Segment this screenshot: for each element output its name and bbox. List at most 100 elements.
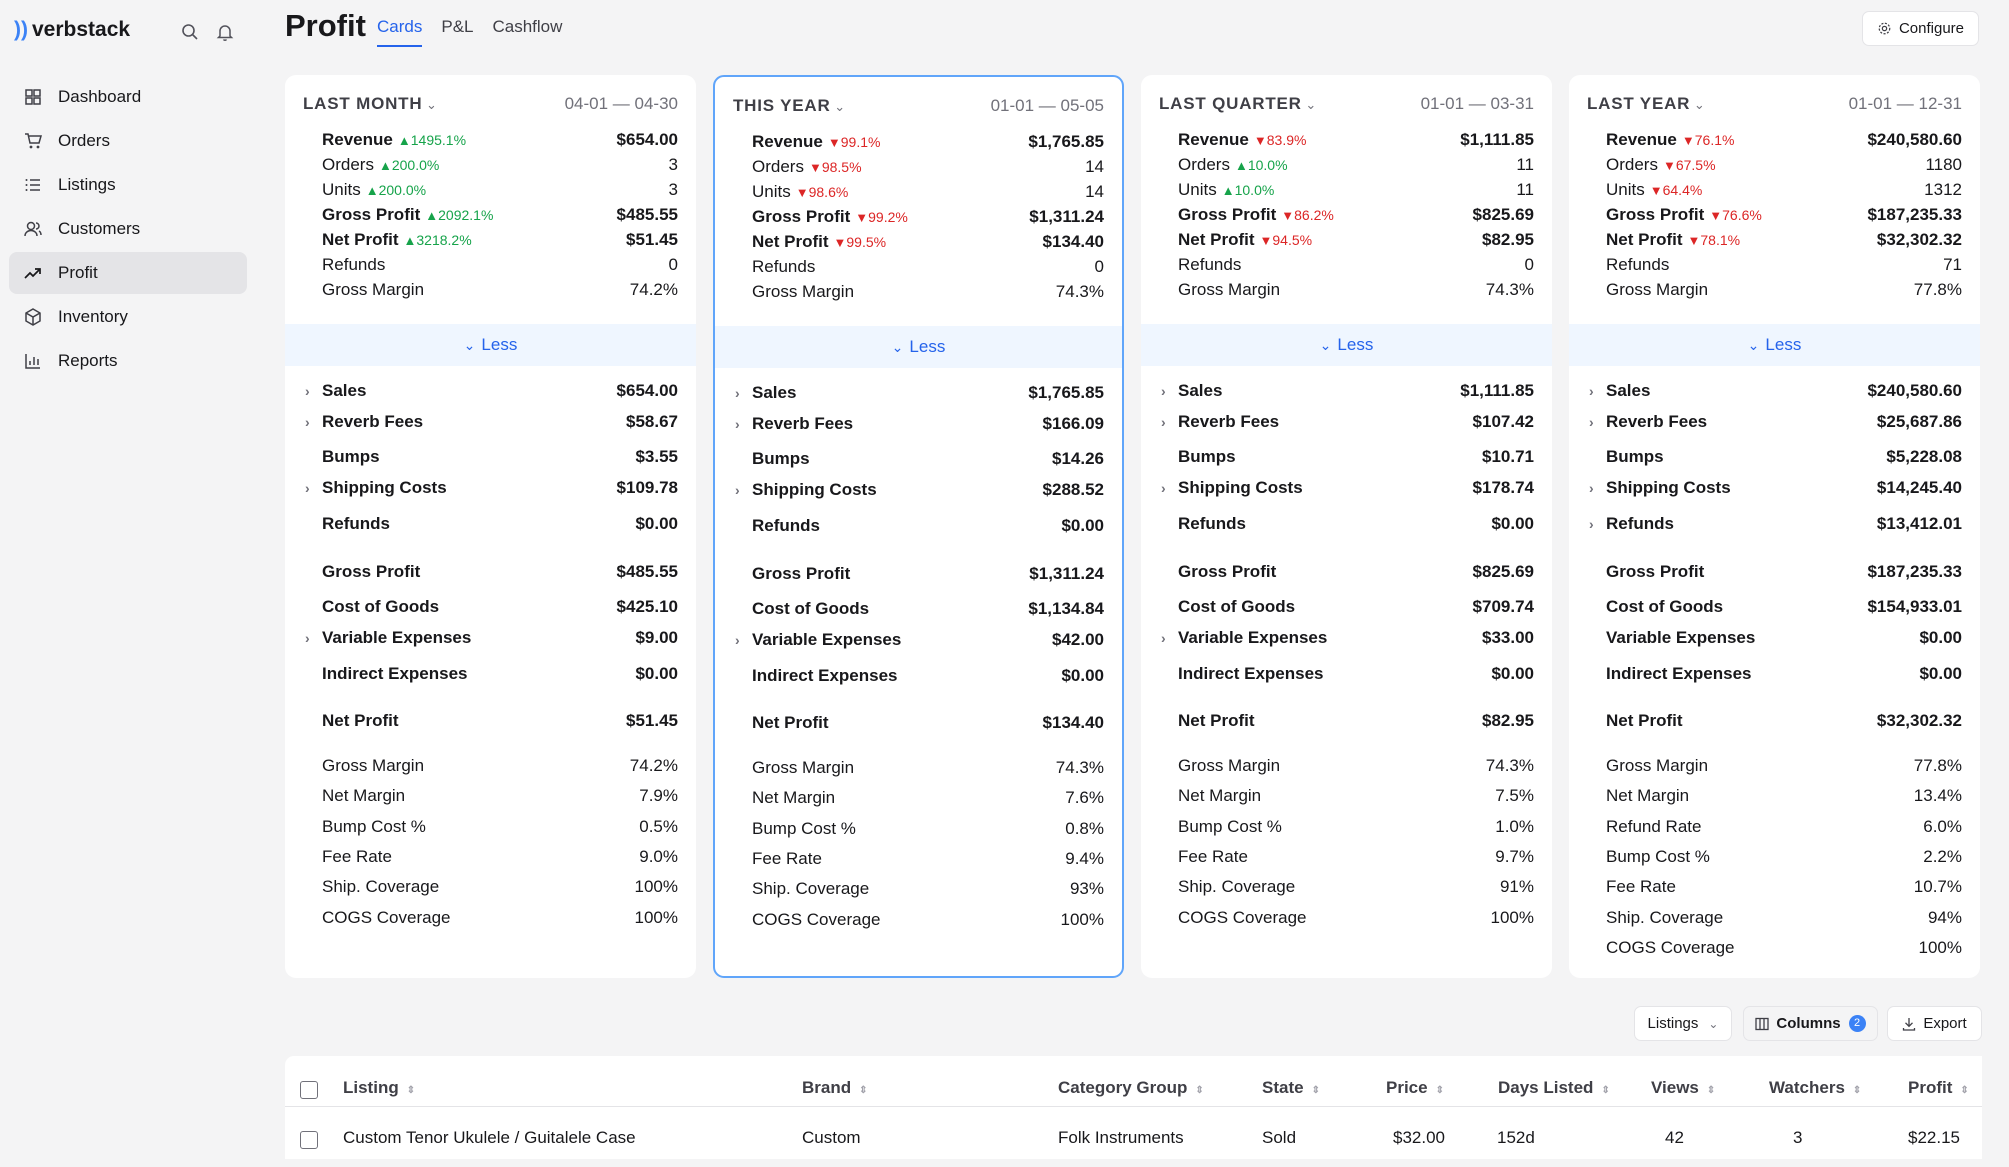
- export-button[interactable]: Export: [1887, 1006, 1982, 1041]
- period-dropdown[interactable]: LAST QUARTER: [1159, 94, 1302, 113]
- period-selector[interactable]: THIS YEAR ⌄: [733, 96, 845, 116]
- detail-row-sales[interactable]: › Sales $1,765.85: [735, 383, 1104, 403]
- period-card[interactable]: THIS YEAR ⌄ 01-01 — 05-05 Revenue ▼99.1% $1,…: [713, 75, 1124, 978]
- column-header-listing[interactable]: Listing ⇕: [343, 1078, 415, 1098]
- chevron-right-icon[interactable]: ›: [1589, 414, 1594, 430]
- column-header-profit[interactable]: Profit ⇕: [1908, 1078, 1969, 1098]
- detail-label-text: Gross Profit: [322, 562, 421, 581]
- sort-icon[interactable]: ⇕: [1601, 1085, 1610, 1096]
- period-selector[interactable]: LAST YEAR ⌄: [1587, 94, 1705, 114]
- sort-icon[interactable]: ⇕: [1195, 1085, 1204, 1096]
- detail-value: $107.42: [1472, 412, 1534, 431]
- sidebar-item-label: Orders: [58, 131, 110, 150]
- table-cell[interactable]: Custom Tenor Ukulele / Guitalele Case: [343, 1128, 636, 1147]
- column-label: Views: [1651, 1078, 1699, 1097]
- chevron-right-icon[interactable]: ›: [1161, 383, 1166, 399]
- metric-value: $51.45: [626, 230, 678, 249]
- column-header-days-listed[interactable]: Days Listed ⇕: [1498, 1078, 1610, 1098]
- chevron-right-icon[interactable]: ›: [1589, 480, 1594, 496]
- sort-icon[interactable]: ⇕: [1960, 1085, 1969, 1096]
- column-header-state[interactable]: State ⇕: [1262, 1078, 1320, 1098]
- metric-row-gross-margin: Gross Margin 74.2%: [322, 756, 678, 776]
- less-toggle[interactable]: ⌄ Less: [1569, 324, 1980, 366]
- period-selector[interactable]: LAST MONTH ⌄: [303, 94, 437, 114]
- chevron-right-icon[interactable]: ›: [305, 383, 310, 399]
- chevron-right-icon[interactable]: ›: [1161, 414, 1166, 430]
- ratio-value: 0.8%: [1065, 818, 1104, 838]
- chevron-right-icon[interactable]: ›: [1589, 516, 1594, 532]
- less-toggle[interactable]: ⌄ Less: [715, 326, 1122, 368]
- column-header-price[interactable]: Price ⇕: [1386, 1078, 1444, 1098]
- column-header-watchers[interactable]: Watchers ⇕: [1769, 1078, 1861, 1098]
- detail-label: › Reverb Fees: [1589, 412, 1707, 432]
- detail-row-shipping-costs[interactable]: › Shipping Costs $288.52: [735, 480, 1104, 500]
- chevron-right-icon[interactable]: ›: [305, 414, 310, 430]
- listings-dropdown[interactable]: Listings ⌄: [1634, 1006, 1732, 1041]
- sidebar-item-dashboard[interactable]: Dashboard: [9, 76, 247, 118]
- detail-row-variable-expenses[interactable]: › Variable Expenses $9.00: [305, 628, 678, 648]
- sidebar-item-inventory[interactable]: Inventory: [9, 296, 247, 338]
- chevron-right-icon[interactable]: ›: [735, 416, 740, 432]
- column-label: Brand: [802, 1078, 852, 1097]
- search-icon[interactable]: [180, 22, 200, 42]
- sidebar-item-profit[interactable]: Profit: [9, 252, 247, 294]
- period-dropdown[interactable]: THIS YEAR: [733, 96, 831, 115]
- period-card[interactable]: LAST YEAR ⌄ 01-01 — 12-31 Revenue ▼76.1% $24…: [1569, 75, 1980, 978]
- chevron-right-icon[interactable]: ›: [305, 630, 310, 646]
- sort-icon[interactable]: ⇕: [859, 1085, 868, 1096]
- detail-row-variable-expenses[interactable]: › Variable Expenses $42.00: [735, 630, 1104, 650]
- chevron-right-icon[interactable]: ›: [735, 482, 740, 498]
- detail-row-shipping-costs[interactable]: › Shipping Costs $14,245.40: [1589, 478, 1962, 498]
- period-selector[interactable]: LAST QUARTER ⌄: [1159, 94, 1316, 114]
- select-all-checkbox[interactable]: [300, 1081, 318, 1099]
- sidebar-item-listings[interactable]: Listings: [9, 164, 247, 206]
- sidebar-item-customers[interactable]: Customers: [9, 208, 247, 250]
- tab-cashflow[interactable]: Cashflow: [492, 17, 563, 36]
- detail-row-reverb-fees[interactable]: › Reverb Fees $166.09: [735, 414, 1104, 434]
- detail-row-shipping-costs[interactable]: › Shipping Costs $178.74: [1161, 478, 1534, 498]
- chevron-right-icon[interactable]: ›: [735, 385, 740, 401]
- columns-button[interactable]: Columns 2: [1743, 1006, 1878, 1041]
- chevron-right-icon[interactable]: ›: [1161, 480, 1166, 496]
- less-toggle[interactable]: ⌄ Less: [285, 324, 696, 366]
- detail-row-sales[interactable]: › Sales $654.00: [305, 381, 678, 401]
- detail-row-variable-expenses[interactable]: › Variable Expenses $33.00: [1161, 628, 1534, 648]
- column-header-views[interactable]: Views ⇕: [1651, 1078, 1715, 1098]
- period-dropdown[interactable]: LAST MONTH: [303, 94, 423, 113]
- chevron-right-icon[interactable]: ›: [1589, 383, 1594, 399]
- period-card[interactable]: LAST MONTH ⌄ 04-01 — 04-30 Revenue ▲1495.1%…: [285, 75, 696, 978]
- detail-row-indirect-expenses: Indirect Expenses $0.00: [1178, 664, 1534, 684]
- chevron-right-icon[interactable]: ›: [735, 632, 740, 648]
- sort-icon[interactable]: ⇕: [1435, 1085, 1444, 1096]
- sort-icon[interactable]: ⇕: [1311, 1085, 1320, 1096]
- detail-row-sales[interactable]: › Sales $240,580.60: [1589, 381, 1962, 401]
- column-header-category-group[interactable]: Category Group ⇕: [1058, 1078, 1204, 1098]
- sort-icon[interactable]: ⇕: [1706, 1085, 1716, 1096]
- detail-row-reverb-fees[interactable]: › Reverb Fees $58.67: [305, 412, 678, 432]
- period-dropdown[interactable]: LAST YEAR: [1587, 94, 1691, 113]
- row-checkbox[interactable]: [300, 1131, 318, 1149]
- configure-button[interactable]: Configure: [1861, 11, 1979, 46]
- tab-pnl[interactable]: P&L: [441, 17, 474, 36]
- period-card[interactable]: LAST QUARTER ⌄ 01-01 — 03-31 Revenue ▼83.9%…: [1141, 75, 1552, 978]
- bell-icon[interactable]: [215, 22, 235, 42]
- ratio-value: 100%: [1060, 909, 1104, 929]
- detail-row-sales[interactable]: › Sales $1,111.85: [1161, 381, 1534, 401]
- logo[interactable]: )) verbstack: [14, 18, 130, 42]
- detail-row-reverb-fees[interactable]: › Reverb Fees $25,687.86: [1589, 412, 1962, 432]
- sort-icon[interactable]: ⇕: [406, 1085, 416, 1096]
- detail-row-reverb-fees[interactable]: › Reverb Fees $107.42: [1161, 412, 1534, 432]
- sidebar-item-orders[interactable]: Orders: [9, 120, 247, 162]
- detail-label: › Sales: [1161, 381, 1222, 401]
- chevron-right-icon[interactable]: ›: [305, 480, 310, 496]
- detail-label: Refunds: [1178, 514, 1246, 534]
- less-label: Less: [1337, 335, 1374, 354]
- tab-cards[interactable]: Cards: [377, 17, 423, 47]
- detail-row-shipping-costs[interactable]: › Shipping Costs $109.78: [305, 478, 678, 498]
- sidebar-item-reports[interactable]: Reports: [9, 340, 247, 382]
- column-header-brand[interactable]: Brand ⇕: [802, 1078, 868, 1098]
- less-toggle[interactable]: ⌄ Less: [1141, 324, 1552, 366]
- sort-icon[interactable]: ⇕: [1852, 1085, 1862, 1096]
- detail-row-refunds[interactable]: › Refunds $13,412.01: [1589, 514, 1962, 534]
- chevron-right-icon[interactable]: ›: [1161, 630, 1166, 646]
